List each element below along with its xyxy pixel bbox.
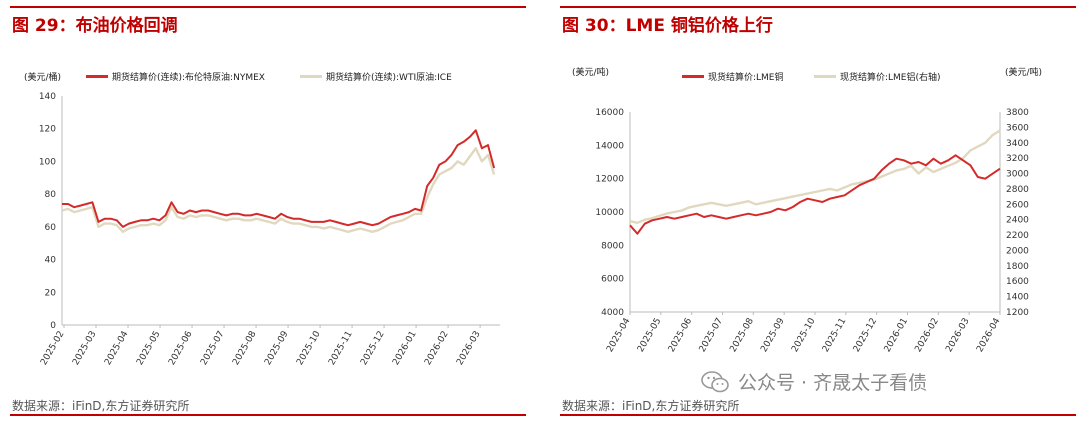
- legend-label-wti: 期货结算价(连续):WTI原油:ICE: [326, 73, 452, 83]
- x-tick-label: 2025-08: [728, 316, 756, 354]
- legend-swatch-brent: [86, 75, 108, 78]
- chart-lme-copper-aluminum: 4000 6000 8000 10000 12000 14000 16000 1200 1400…: [595, 108, 1029, 355]
- x-tick-label: 2026-01: [883, 317, 910, 355]
- x-tick-label: 2025-08: [231, 329, 259, 367]
- y-tick-label-left: 16000: [595, 108, 624, 118]
- x-tick-label: 2025-12: [852, 317, 879, 355]
- y-tick-label-right: 3200: [1006, 154, 1029, 164]
- x-tick-label: 2025-12: [359, 330, 386, 368]
- x-tick-label: 2025-02: [39, 330, 66, 368]
- y-axis-unit: (美元/桶): [24, 73, 62, 83]
- series-line-brent: [62, 129, 496, 228]
- x-tick-label: 2025-03: [71, 330, 98, 368]
- x-tick-label: 2025-07: [199, 330, 226, 368]
- y-tick-label: 140: [39, 92, 56, 102]
- data-source: 数据来源：iFinD,东方证券研究所: [562, 399, 740, 413]
- y-tick-label-left: 10000: [595, 208, 624, 218]
- x-tick-label: 2026-02: [913, 317, 940, 355]
- y-tick-label-right: 2600: [1006, 200, 1029, 210]
- chart-title: 图 29：布油价格回调: [12, 16, 178, 36]
- series-line-aluminum: [629, 129, 1001, 225]
- x-tick-label: 2026-03: [944, 317, 971, 355]
- x-tick-label: 2025-04: [605, 316, 633, 354]
- x-tick-label: 2026-02: [423, 330, 450, 368]
- data-source: 数据来源：iFinD,东方证券研究所: [12, 399, 190, 413]
- y-tick-label: 80: [45, 190, 57, 200]
- title-rule: [10, 6, 526, 8]
- x-tick-label: 2026-01: [391, 330, 418, 368]
- y-tick-label-right: 1400: [1006, 293, 1029, 303]
- y-tick-label-right: 3800: [1006, 108, 1029, 118]
- y-tick-label: 0: [50, 321, 56, 331]
- x-tick-label: 2026-03: [455, 329, 482, 367]
- y-tick-label-right: 1600: [1006, 277, 1029, 287]
- chart-panel-lme: 图 30：LME 铜铝价格上行 (美元/吨) (美元/吨) 现货结算价:LME铜…: [550, 0, 1080, 429]
- chart-title: 图 30：LME 铜铝价格上行: [562, 16, 773, 36]
- x-tick-label: 2025-06: [667, 316, 695, 354]
- y-tick-label-right: 2400: [1006, 216, 1029, 226]
- legend-label-brent: 期货结算价(连续):布伦特原油:NYMEX: [112, 73, 265, 83]
- x-tick-label: 2025-06: [167, 329, 195, 367]
- y-tick-label-right: 1800: [1006, 262, 1029, 272]
- x-tick-label: 2025-05: [135, 330, 162, 368]
- y-tick-label-right: 3600: [1006, 123, 1029, 133]
- y-tick-label-left: 12000: [595, 175, 624, 185]
- legend-item-copper: 现货结算价:LME铜: [682, 70, 784, 83]
- y-axis-unit-right: (美元/吨): [1005, 68, 1043, 78]
- x-tick-label: 2025-04: [103, 329, 131, 367]
- footer-rule: [560, 414, 1076, 416]
- y-tick-label: 100: [39, 157, 56, 167]
- wechat-icon: [701, 370, 729, 392]
- y-tick-label-right: 2000: [1006, 246, 1029, 256]
- y-tick-label: 120: [39, 125, 56, 135]
- chart-panel-brent: 图 29：布油价格回调 (美元/桶) 期货结算价(连续):布伦特原油:NYMEX…: [0, 0, 530, 429]
- series-line-wti: [61, 147, 496, 234]
- y-tick-label-left: 4000: [601, 308, 624, 318]
- y-tick-label-left: 8000: [601, 241, 624, 251]
- y-tick-label: 20: [45, 288, 57, 298]
- x-tick-label: 2025-11: [327, 330, 354, 368]
- title-rule: [560, 6, 1076, 8]
- legend-label-copper: 现货结算价:LME铜: [708, 73, 784, 83]
- watermark: 公众号 · 齐晟太子看债: [700, 368, 927, 395]
- y-tick-label: 60: [45, 223, 57, 233]
- x-tick-label: 2025-09: [263, 329, 291, 367]
- legend-swatch-aluminum: [814, 75, 836, 78]
- x-tick-label: 2025-09: [759, 316, 787, 354]
- legend-item-wti: 期货结算价(连续):WTI原油:ICE: [300, 70, 452, 83]
- x-tick-label: 2026-04: [975, 316, 1003, 354]
- y-tick-label: 40: [45, 256, 57, 266]
- footer-rule: [10, 414, 526, 416]
- legend-item-brent: 期货结算价(连续):布伦特原油:NYMEX: [86, 70, 265, 83]
- legend-swatch-wti: [300, 75, 322, 78]
- x-tick-label: 2025-07: [698, 317, 725, 355]
- y-axis-unit-left: (美元/吨): [572, 68, 610, 78]
- legend-label-aluminum: 现货结算价:LME铝(右轴): [840, 73, 941, 83]
- y-tick-label-right: 3400: [1006, 139, 1029, 149]
- y-tick-label-right: 2800: [1006, 185, 1029, 195]
- y-tick-label-left: 14000: [595, 141, 624, 151]
- x-tick-label: 2025-11: [821, 317, 848, 355]
- watermark-text: 公众号 · 齐晟太子看债: [738, 372, 928, 394]
- x-tick-label: 2025-05: [636, 317, 663, 355]
- x-tick-label: 2025-10: [295, 329, 323, 367]
- y-tick-label-left: 6000: [601, 275, 624, 285]
- y-tick-label-right: 3000: [1006, 170, 1029, 180]
- legend-item-aluminum: 现货结算价:LME铝(右轴): [814, 70, 941, 83]
- y-tick-label-right: 2200: [1006, 231, 1029, 241]
- x-tick-label: 2025-10: [790, 316, 818, 354]
- series-line-copper: [629, 154, 1001, 235]
- y-tick-label-right: 1200: [1006, 308, 1029, 318]
- legend-swatch-copper: [682, 75, 704, 78]
